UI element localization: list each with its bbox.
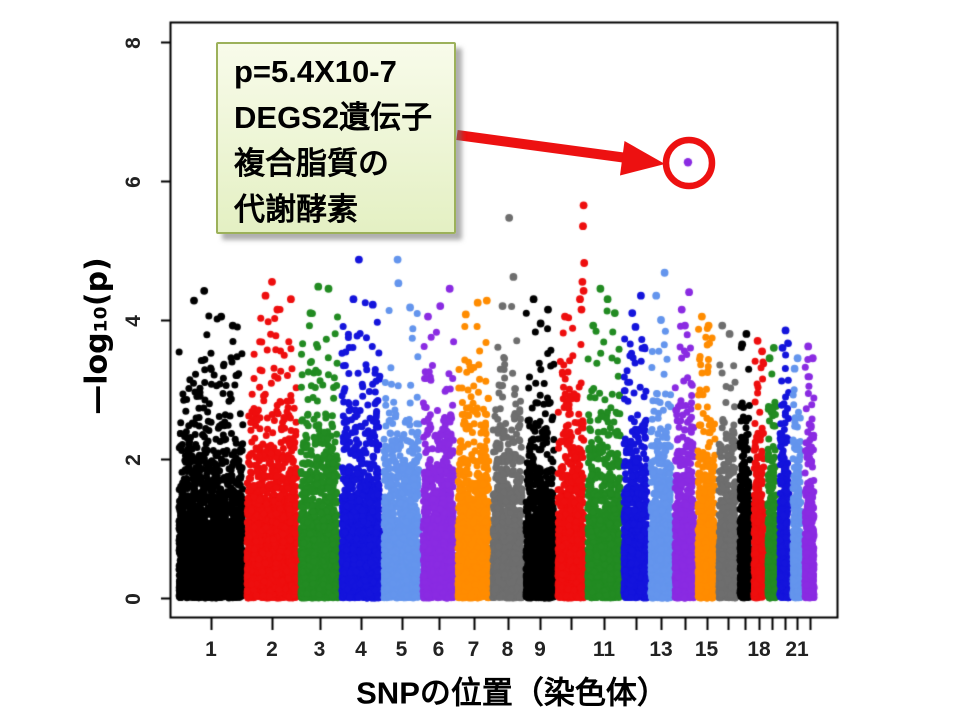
annotation-line-enzyme: 代謝酵素 xyxy=(234,192,358,227)
x-tick-label: 11 xyxy=(592,638,616,661)
y-tick-label: 8 xyxy=(122,36,145,49)
annotation-line-pvalue: p=5.4X10-7 xyxy=(234,54,397,89)
x-tick-label: 7 xyxy=(467,638,480,661)
x-tick-label: 18 xyxy=(747,638,771,661)
x-tick-label: 3 xyxy=(313,638,326,661)
x-tick-label: 21 xyxy=(785,638,809,661)
y-tick-label: 0 xyxy=(122,592,145,605)
y-tick-label: 4 xyxy=(122,314,145,327)
x-tick-label: 15 xyxy=(694,638,719,661)
annotation-line-gene: DEGS2遺伝子 xyxy=(234,100,433,135)
y-tick-label: 2 xyxy=(122,453,145,466)
x-tick-label: 4 xyxy=(355,638,367,661)
x-tick-label: 6 xyxy=(432,638,445,661)
y-axis-label: —log₁₀(p) xyxy=(79,257,115,415)
x-tick-label: 9 xyxy=(534,638,546,661)
annotation-callout: p=5.4X10-7 DEGS2遺伝子 複合脂質の 代謝酵素 xyxy=(216,42,456,234)
x-tick-label: 5 xyxy=(395,638,408,661)
x-tick-label: 8 xyxy=(501,638,514,661)
x-tick-label: 13 xyxy=(649,638,673,661)
x-axis-label: SNPの位置（染色体） xyxy=(356,675,668,711)
x-tick-label: 1 xyxy=(205,638,217,661)
annotation-line-lipid: 複合脂質の xyxy=(234,146,389,181)
x-tick-label: 2 xyxy=(266,638,278,661)
y-tick-label: 6 xyxy=(122,175,145,188)
